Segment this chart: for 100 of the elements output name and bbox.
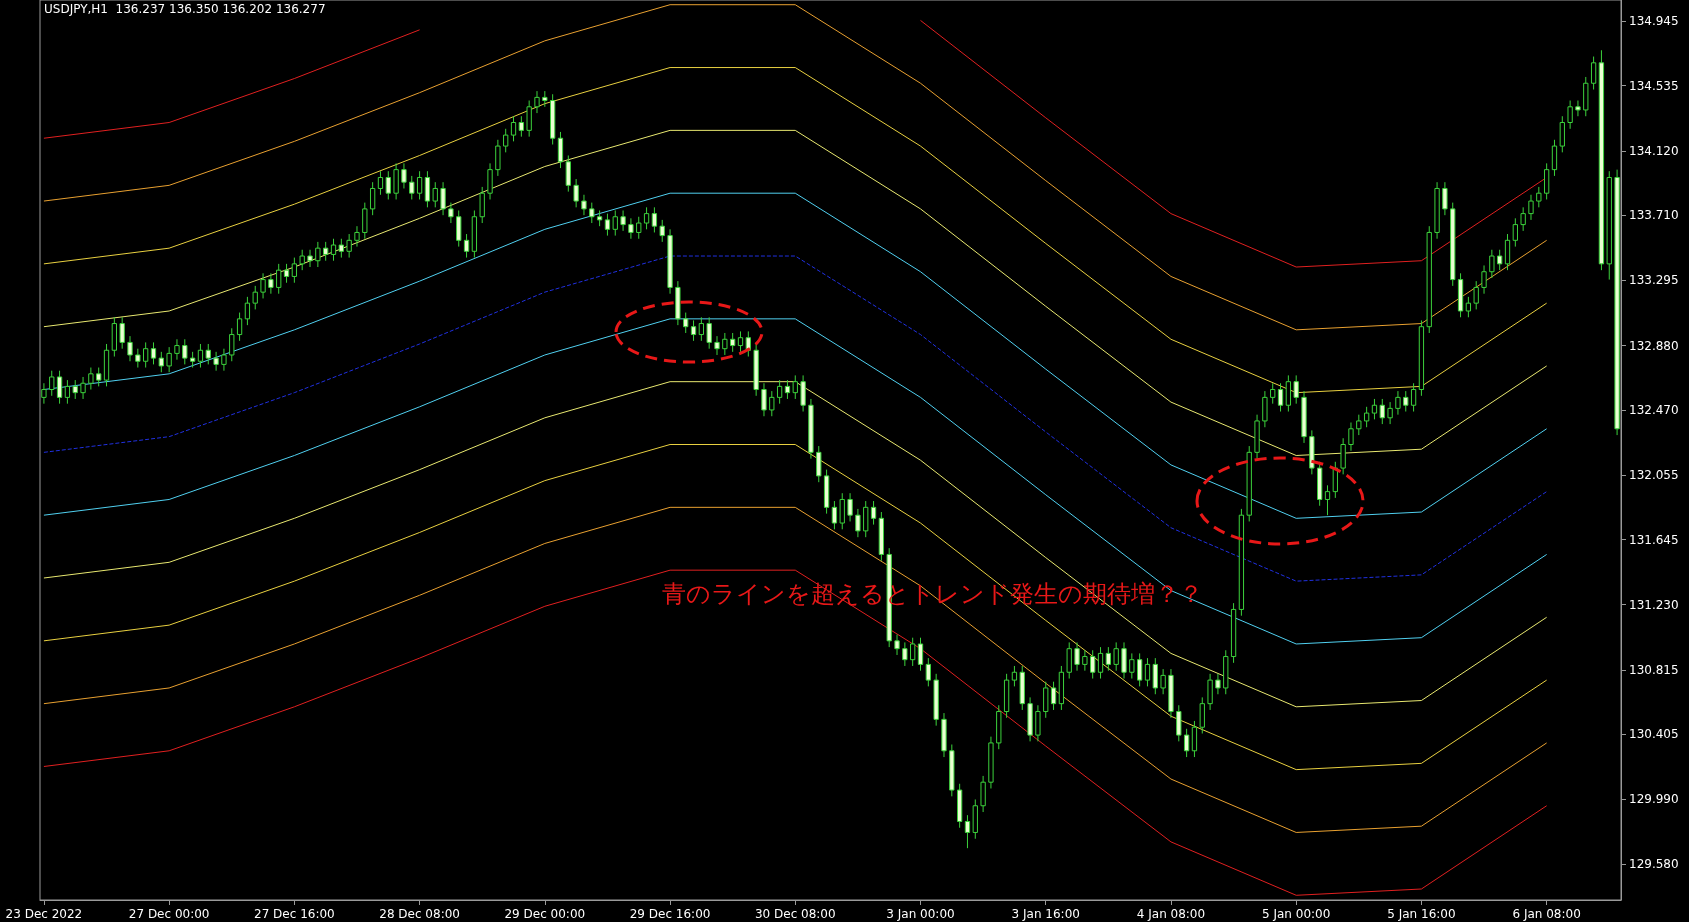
candlestick: [252, 285, 258, 310]
candlestick: [917, 637, 924, 672]
candlestick: [1442, 181, 1448, 216]
candlestick: [604, 213, 611, 237]
candlestick: [730, 332, 736, 353]
candlestick: [1011, 665, 1018, 687]
y-tick-label: 130.815: [1629, 662, 1679, 677]
candlestick: [88, 367, 94, 391]
candlestick: [1074, 641, 1080, 672]
candlestick: [135, 348, 141, 369]
candlestick: [612, 209, 618, 237]
candlestick: [1090, 649, 1096, 680]
candlestick: [1043, 681, 1049, 719]
candlestick: [236, 312, 243, 342]
candlestick: [80, 376, 86, 400]
candlestick: [323, 241, 329, 262]
y-tick-label: 134.120: [1629, 143, 1679, 158]
candlestick: [401, 162, 407, 189]
candlestick: [1199, 696, 1205, 735]
candlestick: [385, 170, 391, 200]
candlestick: [1465, 296, 1472, 318]
x-tick-label: 3 Jan 00:00: [886, 907, 955, 921]
candlestick: [698, 316, 705, 342]
candlestick: [41, 382, 47, 405]
candlestick: [1113, 641, 1119, 672]
candlestick: [456, 209, 462, 248]
x-tick-label: 27 Dec 16:00: [254, 907, 335, 921]
candlestick: [1497, 249, 1503, 271]
candlestick: [166, 346, 172, 373]
y-tick-label: 129.580: [1629, 856, 1679, 871]
x-tick-label: 5 Jan 16:00: [1387, 907, 1456, 921]
candlestick: [393, 162, 399, 200]
candlestick: [56, 370, 63, 405]
candlestick: [1270, 382, 1276, 405]
candlestick: [1520, 206, 1526, 232]
candlestick: [213, 351, 219, 372]
candlestick: [683, 312, 689, 334]
candlestick: [143, 341, 149, 369]
candlestick: [526, 100, 532, 138]
line-series: [43, 318, 1548, 645]
candlestick: [463, 233, 470, 259]
line-series: [43, 4, 1548, 331]
candlestick: [197, 343, 204, 369]
candlestick: [1129, 652, 1135, 680]
candlestick: [1293, 374, 1299, 405]
candlestick: [1536, 186, 1542, 208]
candlestick: [1410, 382, 1417, 413]
x-tick-label: 3 Jan 16:00: [1011, 907, 1080, 921]
candlestick: [244, 296, 251, 326]
candlestick: [776, 379, 783, 405]
candlestick: [980, 775, 986, 813]
candlestick: [769, 390, 775, 417]
candlestick: [119, 316, 125, 350]
line-series: [43, 444, 1548, 771]
x-tick-label: 29 Dec 00:00: [504, 907, 586, 921]
candlestick: [64, 379, 71, 405]
candlestick: [1371, 398, 1378, 420]
x-tick-label: 28 Dec 08:00: [379, 907, 460, 921]
candlestick: [283, 263, 290, 284]
line-series: [43, 569, 1548, 896]
candlestick: [620, 209, 626, 232]
candlestick: [1473, 280, 1479, 310]
y-tick-label: 134.945: [1629, 14, 1679, 29]
candlestick: [315, 241, 321, 268]
candlestick: [49, 370, 55, 397]
candlestick: [925, 657, 931, 687]
y-tick-label: 134.535: [1629, 78, 1679, 93]
candlestick: [690, 319, 697, 342]
candlestick: [448, 202, 454, 224]
candlestick: [338, 238, 344, 259]
candlestick: [1176, 704, 1182, 742]
candlestick: [1356, 414, 1362, 436]
y-tick-label: 133.295: [1629, 273, 1679, 288]
candlestick: [1528, 194, 1534, 221]
x-tick-label: 27 Dec 00:00: [128, 907, 210, 921]
x-tick-label: 29 Dec 16:00: [629, 907, 711, 921]
candlestick: [737, 330, 744, 353]
candlestick: [1348, 422, 1354, 452]
candlestick: [479, 186, 485, 224]
candlestick: [800, 374, 806, 413]
candlestick: [1207, 673, 1213, 711]
x-tick-label: 30 Dec 08:00: [754, 907, 836, 921]
chart-title: USDJPY,H1 136.237 136.350 136.202 136.277: [44, 2, 326, 16]
candlestick: [589, 202, 595, 224]
candlestick: [1481, 264, 1487, 295]
candlestick: [870, 500, 877, 526]
candlestick: [1489, 249, 1495, 279]
candlestick: [1137, 652, 1143, 687]
candlestick: [636, 216, 642, 240]
y-tick-label: 130.405: [1629, 727, 1679, 742]
candlestick: [1097, 646, 1104, 680]
candlestick: [1395, 390, 1401, 416]
candlestick: [1324, 484, 1331, 516]
line-series: [43, 129, 1548, 456]
candlestick: [792, 374, 798, 400]
candlestick: [182, 338, 188, 365]
candlestick: [377, 170, 384, 196]
x-tick-label: 5 Jan 00:00: [1262, 907, 1331, 921]
candlestick: [268, 272, 274, 295]
candlestick: [722, 332, 728, 356]
